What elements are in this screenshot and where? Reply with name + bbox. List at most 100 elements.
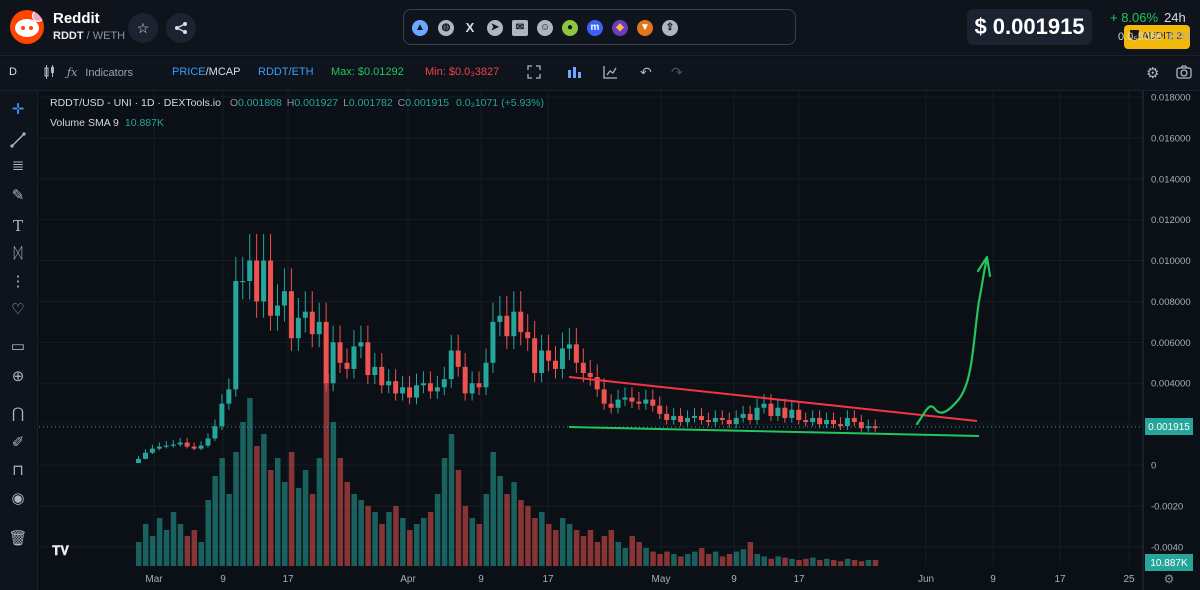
interval-selector[interactable]: D [9,66,17,78]
compare-chart-icon[interactable] [603,65,618,82]
volume-bar [587,530,594,566]
x-tick-label: 17 [282,574,294,585]
undo-icon[interactable]: ↶ [640,64,652,80]
volume-bar [580,536,587,566]
redo-icon[interactable]: ↷ [671,64,683,80]
volume-bar [740,549,747,566]
candle-body [740,413,746,418]
y-tick-label: 0.010000 [1151,256,1191,267]
volume-bar [698,548,705,566]
volume-bar [747,542,754,566]
candle-body [434,387,440,392]
candle-body [212,426,218,439]
volume-bar [434,494,441,566]
volume-bar [858,561,865,566]
tradingview-logo[interactable]: 𝐓𝐕 [52,543,69,558]
camera-icon[interactable] [1176,65,1192,82]
high-value: 0.001927 [294,97,339,109]
coinmarketcap-icon[interactable]: m [587,20,603,36]
volume-bar [177,524,184,566]
lock-icon[interactable]: ⊓ [12,462,24,479]
candle-style-icon[interactable] [44,65,56,82]
audit-badge[interactable]: AUDIT: 2 [1124,25,1190,49]
candle-body [824,420,830,425]
trash-icon[interactable]: 🗑 [8,530,28,547]
share-button[interactable] [166,13,196,43]
fullscreen-icon[interactable] [527,65,541,82]
candle-body [636,401,642,404]
x-tick-label: 25 [1123,574,1135,585]
volume-bar [594,542,601,566]
candle-body [427,383,433,392]
candle-body [594,377,600,390]
globe-icon[interactable]: ◍ [438,20,454,36]
candle-body [261,260,267,302]
stay-in-drawing-icon[interactable]: ✐ [11,434,25,451]
volume-bar [344,482,350,566]
volume-bar [254,446,260,566]
crosshair-icon[interactable]: ✛ [11,101,25,118]
prediction-icon[interactable]: ⋮ [10,273,26,290]
candle-body [629,397,635,402]
candle-body [671,415,677,421]
candle-body [205,438,211,446]
candle-body [546,350,552,361]
volume-bar [636,542,642,566]
dextools-icon[interactable]: ◆ [612,20,628,36]
coingecko-icon[interactable]: ● [562,20,578,36]
min-price-label: Min: $0.0₃3827 [425,66,500,78]
token-pair: RDDT / WETH [53,30,125,42]
settings-gear-icon[interactable]: ⚙ [1146,65,1160,82]
zoom-in-icon[interactable]: ⊕ [11,368,25,385]
candle-body [754,407,760,421]
reddit-icon[interactable]: ☺ [537,20,553,36]
brush-icon[interactable]: ✎ [11,187,25,204]
candle-body [483,362,489,388]
bar-chart-icon[interactable] [567,65,582,82]
candle-body [198,445,204,449]
share-icon[interactable]: ⇪ [662,20,678,36]
heart-icon[interactable]: ♡ [11,301,25,318]
volume-bar [372,512,378,566]
candle-body [566,344,572,349]
y-tick-label: 0 [1151,461,1156,472]
candle-body [400,387,406,394]
candle-body [302,311,308,318]
candle-body [747,413,753,421]
pattern-icon[interactable]: ᛞ [13,245,23,262]
volume-bar [789,558,795,566]
indicators-label: Indicators [85,67,133,79]
volume-bar [705,554,712,566]
magnet-icon[interactable]: ⋂ [11,405,25,422]
volume-bar [712,551,719,566]
metamask-icon[interactable]: ▼ [637,20,653,36]
candle-body [288,291,294,339]
x-tick-label: 17 [542,574,554,585]
x-icon[interactable]: X [465,20,475,35]
favorite-star-button[interactable]: ☆ [128,13,158,43]
pair-toggle[interactable]: RDDT/ETH [258,66,314,78]
email-icon[interactable]: ✉ [512,20,528,36]
candle-body [698,415,704,421]
volume-bar [622,548,628,566]
volume-bar [615,542,622,566]
candle-body [844,417,850,427]
price-mcap-toggle[interactable]: PRICE/MCAP [172,66,240,78]
last-price-badge-text: 0.001915 [1148,422,1190,433]
axis-settings-gear-icon[interactable]: ⚙ [1164,572,1175,586]
chart-icon[interactable]: ▲ [412,20,428,36]
volume-bar [872,560,879,566]
indicators-button[interactable]: ƒx Indicators [67,66,133,79]
price-chart[interactable]: 0.018000 0.016000 0.014000 0.012000 0.010000… [39,91,1200,590]
volume-bar [525,506,531,566]
horizontal-lines-icon[interactable]: ≣ [11,157,25,174]
volume-bar [844,558,851,566]
candle-body [226,389,232,404]
eye-icon[interactable]: ◉ [11,490,25,507]
trend-line-icon[interactable] [7,129,29,151]
ruler-icon[interactable]: ▭ [10,338,26,355]
candle-body [254,260,260,302]
text-tool-icon[interactable]: T [12,217,23,235]
telegram-icon[interactable]: ➤ [487,20,503,36]
close-value: 0.001915 [405,97,450,109]
